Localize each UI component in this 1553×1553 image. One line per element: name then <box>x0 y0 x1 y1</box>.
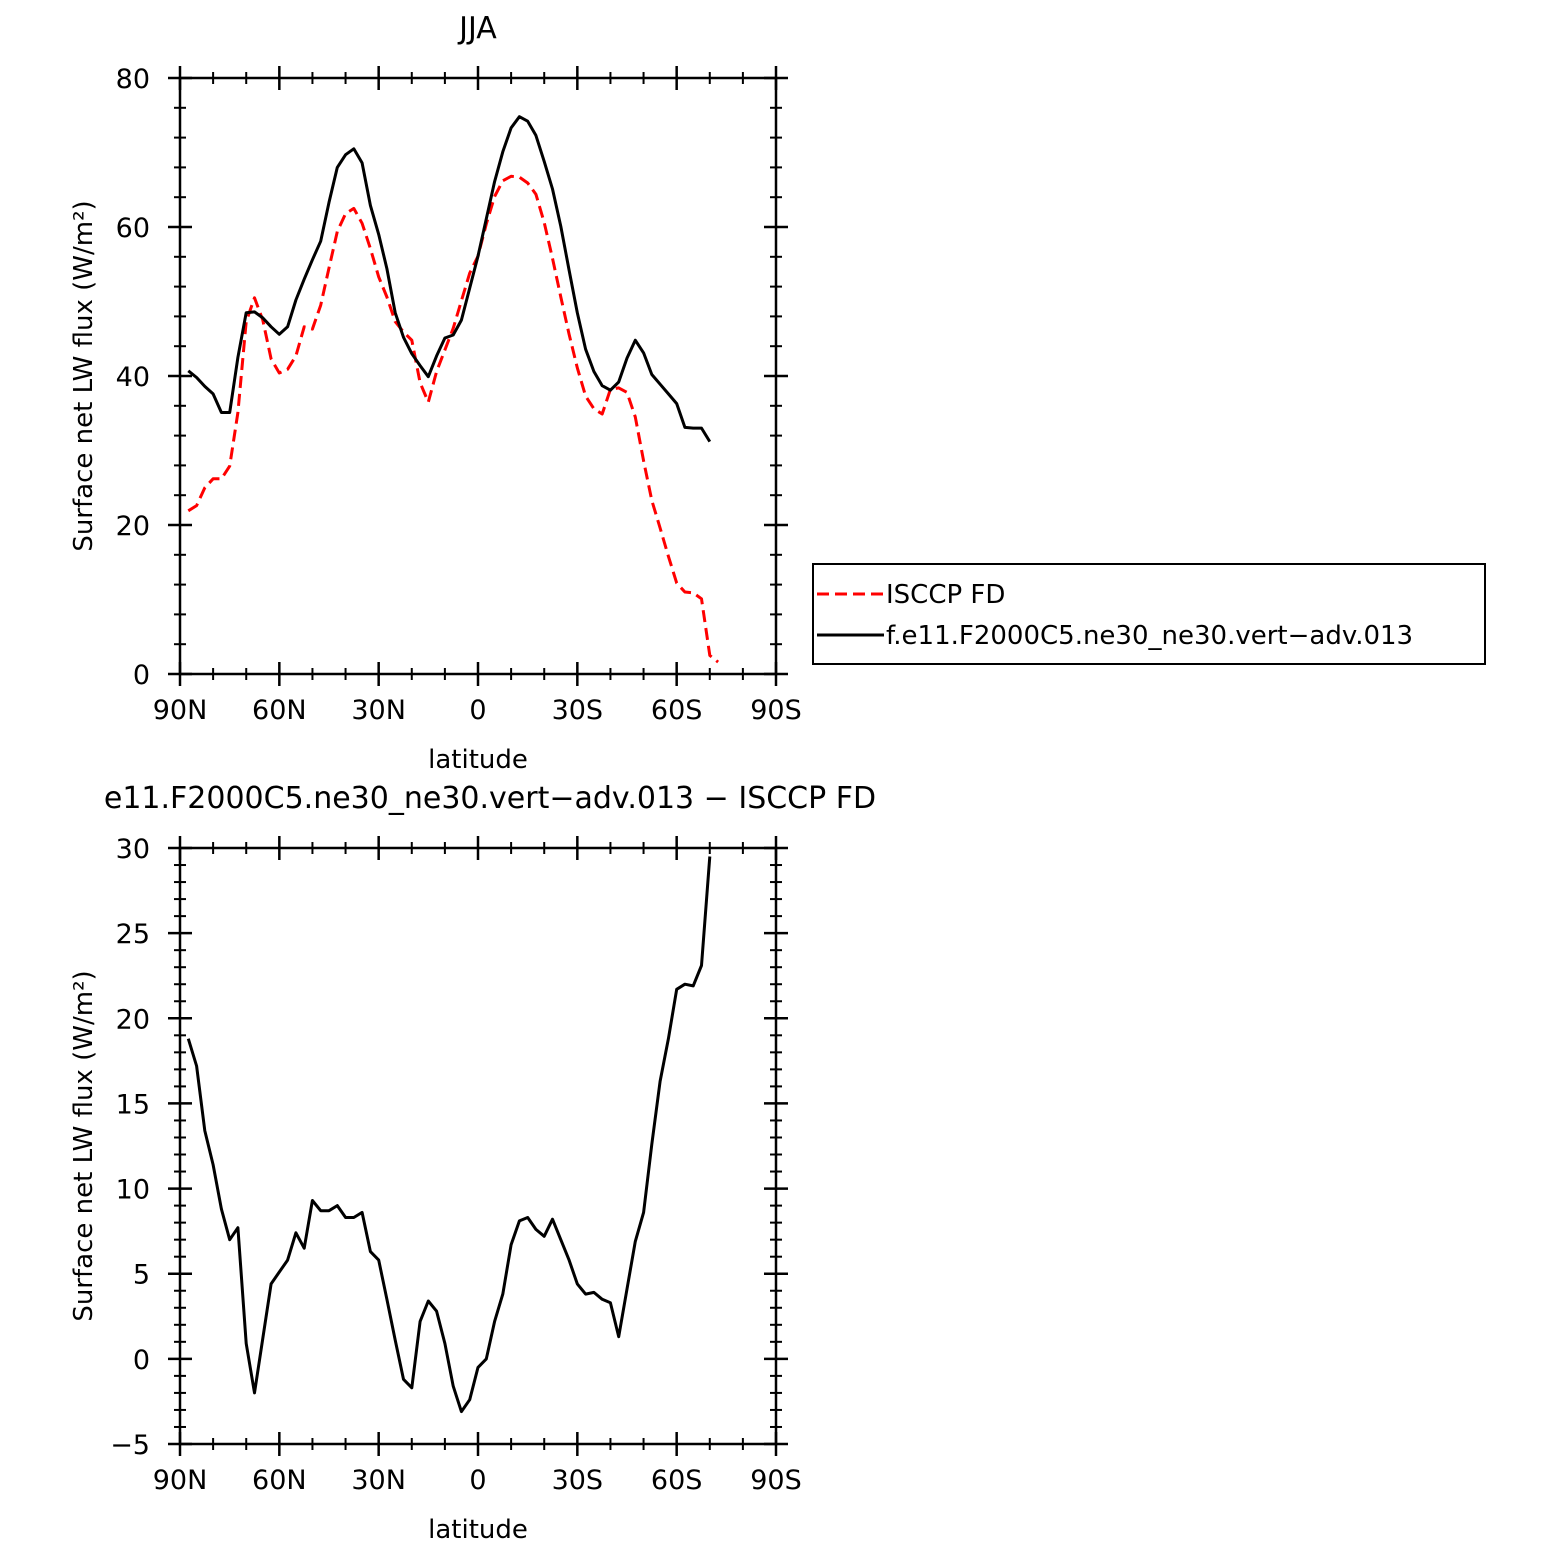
legend-label-model: f.e11.F2000C5.ne30_ne30.vert−adv.013 <box>886 621 1413 651</box>
x-tick-label: 90S <box>750 695 802 726</box>
y-tick-label: 80 <box>116 64 150 95</box>
y-tick-label: 40 <box>116 362 150 393</box>
bottom-y-tick-labels: −5 0 5 10 15 20 25 30 <box>110 834 150 1461</box>
x-tick-label: 90N <box>153 695 208 726</box>
x-tick-label: 60N <box>252 1465 307 1496</box>
x-tick-label: 90S <box>750 1465 802 1496</box>
bottom-x-tick-labels: 90N 60N 30N 0 30S 60S 90S <box>153 1465 802 1496</box>
bottom-series-group <box>186 856 712 1414</box>
y-tick-label: −5 <box>110 1430 150 1461</box>
y-tick-label: 5 <box>133 1260 150 1291</box>
y-tick-label: 0 <box>133 660 150 691</box>
x-tick-label: 30N <box>351 695 406 726</box>
x-tick-label: 60S <box>651 1465 703 1496</box>
y-tick-label: 15 <box>116 1089 150 1120</box>
x-tick-label: 0 <box>469 1465 486 1496</box>
top-panel: JJA 90N 60N 30N 0 30S 60S 90S 0 20 40 60 80 latitu… <box>69 11 1486 775</box>
y-tick-label: 10 <box>116 1175 150 1206</box>
x-tick-label: 60S <box>651 695 703 726</box>
x-tick-label: 30N <box>351 1465 406 1496</box>
bottom-y-axis-label: Surface net LW flux (W/m²) <box>69 970 99 1321</box>
legend-box <box>812 563 1486 665</box>
top-x-axis-label: latitude <box>428 745 528 775</box>
bottom-plot-frame <box>178 846 778 1446</box>
top-chart-title: JJA <box>457 11 497 46</box>
top-y-tick-labels: 0 20 40 60 80 <box>116 64 150 691</box>
series-line-0 <box>186 856 712 1414</box>
series-line-0 <box>187 174 720 664</box>
x-tick-label: 30S <box>552 1465 604 1496</box>
y-tick-label: 60 <box>116 213 150 244</box>
y-tick-label: 20 <box>116 511 150 542</box>
top-plot-frame <box>178 76 778 676</box>
top-y-axis-label: Surface net LW flux (W/m²) <box>69 200 99 551</box>
bottom-x-axis-label: latitude <box>428 1515 528 1545</box>
legend: ISCCP FD f.e11.F2000C5.ne30_ne30.vert−ad… <box>812 563 1486 665</box>
y-tick-label: 30 <box>116 834 150 865</box>
x-tick-label: 60N <box>252 695 307 726</box>
x-tick-label: 0 <box>469 695 486 726</box>
y-tick-label: 20 <box>116 1004 150 1035</box>
top-x-tick-labels: 90N 60N 30N 0 30S 60S 90S <box>153 695 802 726</box>
legend-label-isccp: ISCCP FD <box>886 580 1005 610</box>
bottom-panel: e11.F2000C5.ne30_ne30.vert−adv.013 − ISC… <box>69 781 876 1545</box>
bottom-chart-title: e11.F2000C5.ne30_ne30.vert−adv.013 − ISC… <box>104 781 876 816</box>
series-line-1 <box>187 115 712 443</box>
x-tick-label: 90N <box>153 1465 208 1496</box>
y-tick-label: 0 <box>133 1345 150 1376</box>
top-series-group <box>187 115 720 664</box>
y-tick-label: 25 <box>116 919 150 950</box>
bottom-axis-ticks <box>168 836 788 1456</box>
top-axis-ticks <box>168 66 788 686</box>
x-tick-label: 30S <box>552 695 604 726</box>
